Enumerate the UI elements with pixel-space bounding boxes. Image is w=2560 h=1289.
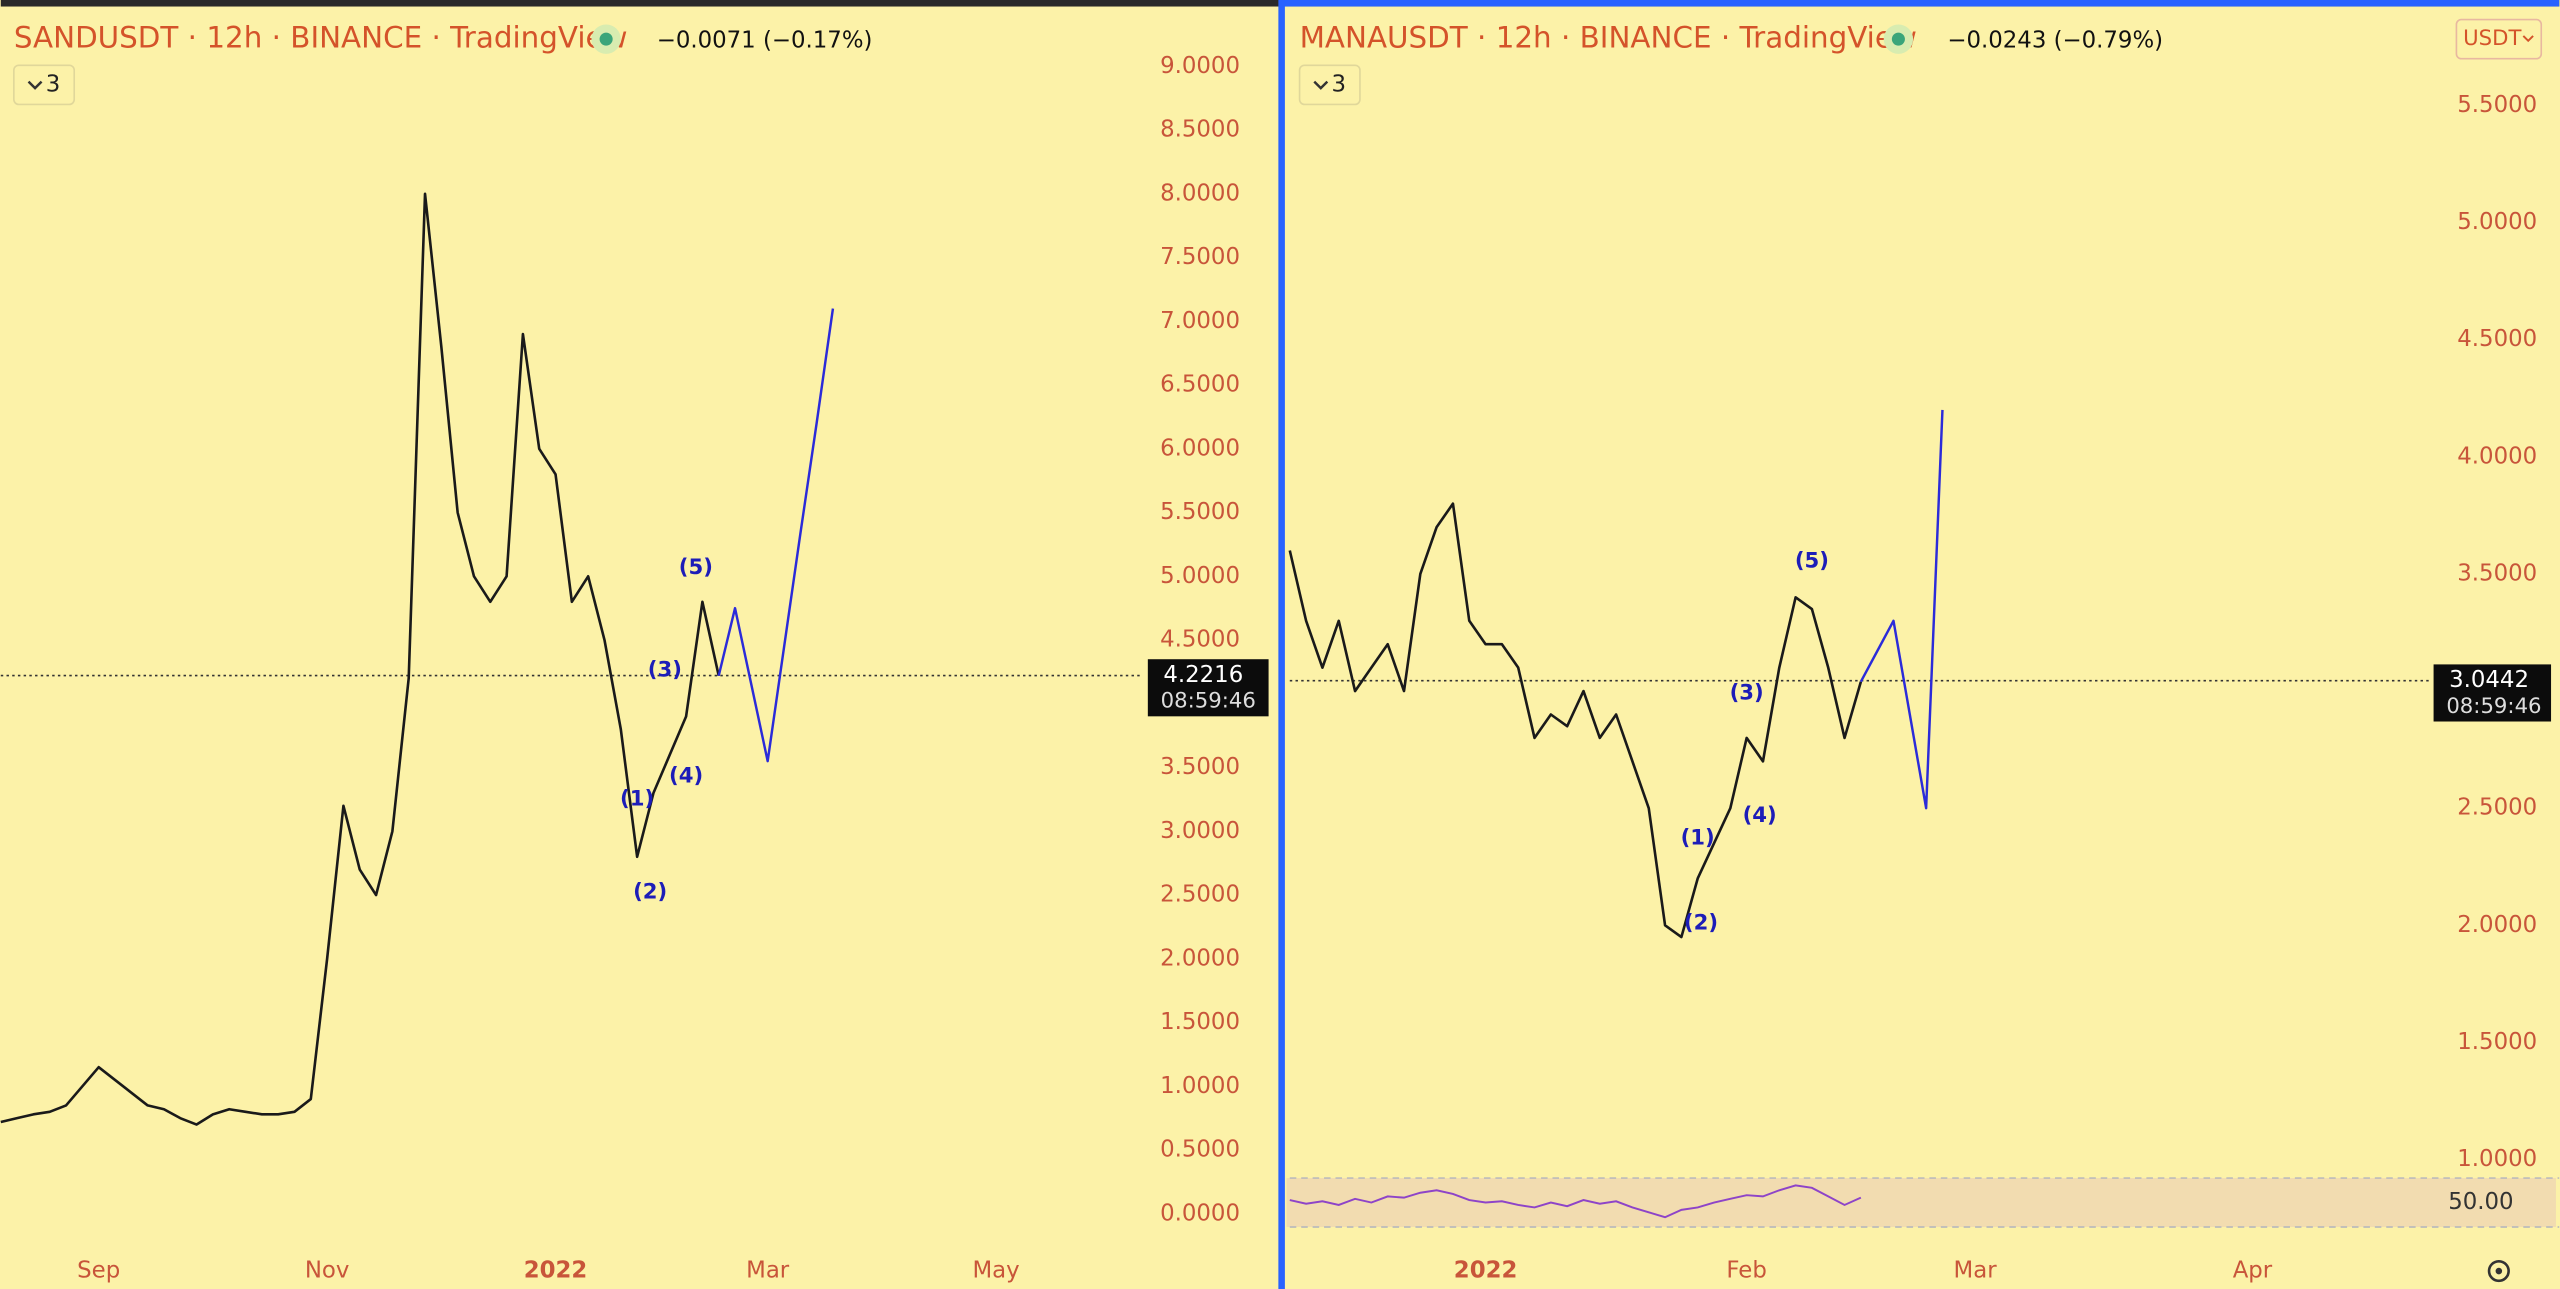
- active-frame-top: [1283, 0, 2560, 7]
- y-tick-label: 8.0000: [1160, 180, 1240, 206]
- price-change: −0.0243 (−0.79%): [1947, 27, 2163, 53]
- y-tick-label: 4.5000: [2457, 326, 2537, 352]
- y-tick-label: 1.5000: [2457, 1029, 2537, 1055]
- wave-label: (4): [669, 764, 703, 789]
- price-tag: [2433, 664, 2552, 722]
- y-tick-label: 1.5000: [1160, 1009, 1240, 1035]
- price-line: [1288, 502, 1863, 939]
- settings-icon[interactable]: [2487, 1259, 2510, 1283]
- currency-label: USDT: [2463, 26, 2522, 51]
- y-tick-label: 6.0000: [1160, 435, 1240, 461]
- price-tag: [1147, 659, 1269, 717]
- y-tick-label: 6.5000: [1160, 372, 1240, 398]
- y-tick-label: 1.0000: [1160, 1073, 1240, 1099]
- wave-label: (4): [1743, 803, 1777, 828]
- countdown: 08:59:46: [2446, 694, 2541, 719]
- indicator-toggle[interactable]: [13, 64, 76, 106]
- y-tick-label: 2.5000: [1160, 882, 1240, 908]
- y-tick-label: 9.0000: [1160, 53, 1240, 79]
- chevron-icon: [2522, 35, 2534, 43]
- projection-line: [1859, 409, 1944, 810]
- wave-label: (1): [620, 787, 654, 812]
- y-tick-label: 4.5000: [1160, 627, 1240, 653]
- y-tick-label: 2.5000: [2457, 795, 2537, 821]
- y-tick-label: 0.5000: [1160, 1137, 1240, 1163]
- y-tick-label: 4.0000: [2457, 443, 2537, 469]
- wave-label: (2): [633, 880, 667, 905]
- indicator-count: 3: [46, 71, 61, 97]
- y-tick-label: 5.0000: [1160, 563, 1240, 589]
- rsi-level-label: 50.00: [2448, 1189, 2513, 1215]
- x-tick-label: Feb: [1726, 1258, 1766, 1284]
- wave-label: (3): [1730, 680, 1764, 705]
- status-dot-inner: [599, 32, 613, 46]
- y-tick-label: 1.0000: [2457, 1146, 2537, 1172]
- wave-label: (5): [679, 555, 713, 580]
- y-tick-label: 2.0000: [1160, 945, 1240, 971]
- price-line: [0, 192, 720, 1126]
- chevron-icon: [1313, 80, 1329, 90]
- status-dot-inner: [1891, 32, 1905, 46]
- y-tick-label: 8.5000: [1160, 117, 1240, 143]
- x-tick-label: 2022: [1454, 1258, 1518, 1284]
- y-tick-label: 0.0000: [1160, 1200, 1240, 1226]
- indicator-count: 3: [1331, 71, 1346, 97]
- y-tick-label: 5.5000: [1160, 499, 1240, 525]
- wave-label: (5): [1795, 548, 1829, 573]
- x-tick-label: May: [972, 1258, 1019, 1284]
- y-tick-label: 7.0000: [1160, 308, 1240, 334]
- rsi-line: [1289, 1184, 1862, 1219]
- y-tick-label: 3.5000: [1160, 754, 1240, 780]
- symbol-title: MANAUSDT · 12h · BINANCE · TradingView: [1300, 21, 1917, 55]
- wave-label: (1): [1681, 826, 1715, 851]
- symbol-title: SANDUSDT · 12h · BINANCE · TradingView: [14, 21, 628, 55]
- y-tick-label: 5.5000: [2457, 92, 2537, 118]
- y-tick-label: 2.0000: [2457, 912, 2537, 938]
- wave-label: (3): [648, 658, 682, 683]
- y-tick-label: 7.5000: [1160, 244, 1240, 270]
- price-change: −0.0071 (−0.17%): [657, 27, 873, 53]
- x-tick-label: 2022: [524, 1258, 588, 1284]
- y-tick-label: 5.0000: [2457, 209, 2537, 235]
- rsi-band: [1286, 1178, 2556, 1227]
- x-tick-label: Mar: [1954, 1258, 1998, 1284]
- last-price-label: 3.0442: [2449, 667, 2529, 693]
- last-price-label: 4.2216: [1163, 662, 1243, 688]
- projection-line: [717, 308, 835, 763]
- currency-button[interactable]: [2455, 18, 2543, 60]
- wave-label: (2): [1684, 911, 1718, 936]
- pane-divider: [1278, 0, 1285, 1289]
- y-tick-label: 3.0000: [1160, 818, 1240, 844]
- indicator-toggle[interactable]: [1298, 64, 1361, 106]
- x-tick-label: Nov: [305, 1258, 350, 1284]
- chevron-icon: [27, 80, 43, 90]
- y-tick-label: 3.5000: [2457, 560, 2537, 586]
- x-tick-label: Apr: [2233, 1258, 2273, 1284]
- x-tick-label: Mar: [746, 1258, 790, 1284]
- x-tick-label: Sep: [77, 1258, 120, 1284]
- countdown: 08:59:46: [1161, 689, 1256, 714]
